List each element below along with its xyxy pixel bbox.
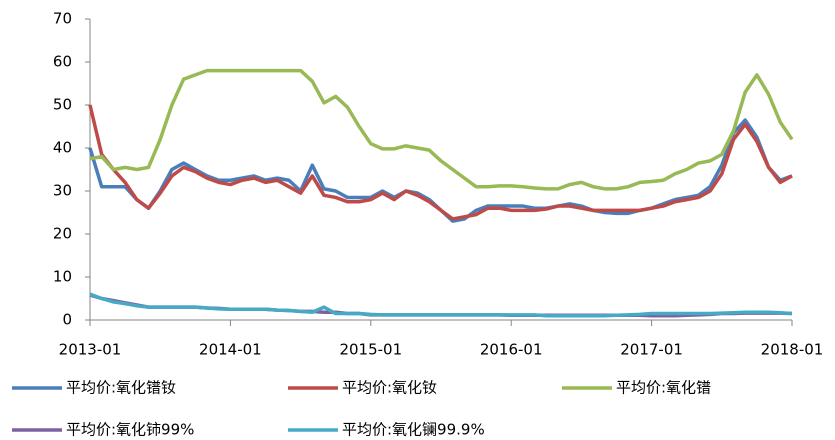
series-line (89, 68, 794, 191)
y-tick-label: 0 (62, 311, 72, 329)
x-tick-label: 2015-01 (339, 341, 402, 359)
legend-label: 平均价:氧化钕 (342, 379, 437, 397)
legend-label: 平均价:氧化镨钕 (66, 379, 176, 397)
y-tick-label: 70 (53, 10, 72, 28)
y-tick-label: 20 (53, 225, 72, 243)
y-tick-label: 50 (53, 96, 72, 114)
legend-label: 平均价:氧化铈99% (66, 421, 194, 439)
x-tick-label: 2013-01 (59, 341, 122, 359)
y-tick-label: 10 (53, 268, 72, 286)
x-tick-label: 2014-01 (199, 341, 262, 359)
x-tick-label: 2018-01 (761, 341, 824, 359)
x-tick-label: 2017-01 (620, 341, 683, 359)
series-line (89, 292, 793, 318)
legend-label: 平均价:氧化镨 (616, 379, 711, 397)
y-tick-label: 30 (53, 182, 72, 200)
y-tick-label: 60 (53, 53, 72, 71)
series-line (88, 104, 793, 221)
x-tick-label: 2016-01 (480, 341, 543, 359)
y-tick-label: 40 (53, 139, 72, 157)
legend-label: 平均价:氧化镧99.9% (342, 421, 485, 439)
